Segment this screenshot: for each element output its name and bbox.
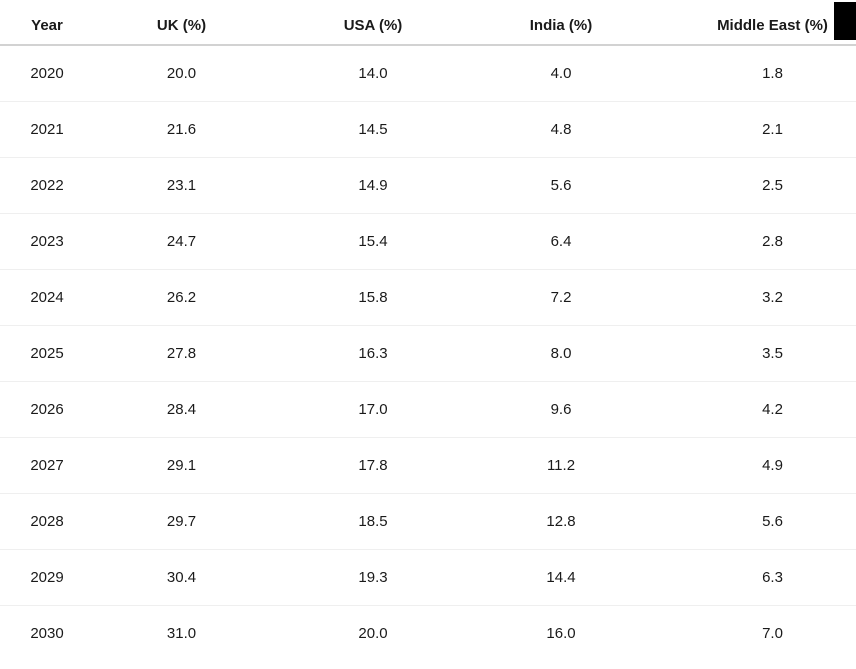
uk-cell: 29.7 xyxy=(94,493,269,550)
middle-east-cell: 4.2 xyxy=(645,381,856,438)
india-cell: 4.8 xyxy=(477,101,645,158)
uk-cell: 21.6 xyxy=(94,101,269,158)
table-row: 2028 29.7 18.5 12.8 5.6 xyxy=(0,493,856,550)
usa-cell: 14.9 xyxy=(269,157,477,214)
top-right-black-box xyxy=(834,2,856,40)
year-cell: 2024 xyxy=(0,269,94,326)
middle-east-cell: 3.5 xyxy=(645,325,856,382)
uk-cell: 27.8 xyxy=(94,325,269,382)
india-cell: 4.0 xyxy=(477,45,645,102)
middle-east-cell: 2.5 xyxy=(645,157,856,214)
column-header-usa: USA (%) xyxy=(269,0,477,46)
uk-cell: 24.7 xyxy=(94,213,269,270)
table-header: Year UK (%) USA (%) India (%) Middle Eas… xyxy=(0,0,856,46)
middle-east-cell: 6.3 xyxy=(645,549,856,606)
middle-east-cell: 7.0 xyxy=(762,624,783,642)
table-row: 2025 27.8 16.3 8.0 3.5 xyxy=(0,325,856,382)
uk-cell: 28.4 xyxy=(94,381,269,438)
column-header-year: Year xyxy=(0,0,94,46)
uk-cell: 30.4 xyxy=(94,549,269,606)
usa-cell: 20.0 xyxy=(358,624,388,642)
table-row: 2026 28.4 17.0 9.6 4.2 xyxy=(0,381,856,438)
table-row: 2022 23.1 14.9 5.6 2.5 xyxy=(0,157,856,214)
india-cell: 8.0 xyxy=(477,325,645,382)
middle-east-cell: 2.1 xyxy=(645,101,856,158)
column-header-india: India (%) xyxy=(477,0,645,46)
usa-cell: 14.5 xyxy=(269,101,477,158)
middle-east-cell: 2.8 xyxy=(645,213,856,270)
column-header-middle-east: Middle East (%) xyxy=(645,0,856,46)
usa-cell: 17.0 xyxy=(269,381,477,438)
middle-east-cell: 1.8 xyxy=(645,45,856,102)
middle-east-cell: 5.6 xyxy=(645,493,856,550)
india-cell: 9.6 xyxy=(477,381,645,438)
middle-east-cell: 4.9 xyxy=(645,437,856,494)
table-row: 2030 31.0 20.0 16.0 7.0 xyxy=(0,605,856,661)
uk-cell: 29.1 xyxy=(94,437,269,494)
table-row: 2027 29.1 17.8 11.2 4.9 xyxy=(0,437,856,494)
india-cell: 14.4 xyxy=(477,549,645,606)
india-cell: 16.0 xyxy=(546,624,576,642)
year-cell: 2029 xyxy=(0,549,94,606)
usa-cell: 15.8 xyxy=(269,269,477,326)
header-row: Year UK (%) USA (%) India (%) Middle Eas… xyxy=(0,0,856,46)
india-cell: 6.4 xyxy=(477,213,645,270)
middle-east-cell: 3.2 xyxy=(645,269,856,326)
india-cell: 11.2 xyxy=(477,437,645,494)
table-row: 2029 30.4 19.3 14.4 6.3 xyxy=(0,549,856,606)
india-cell: 12.8 xyxy=(477,493,645,550)
year-cell: 2025 xyxy=(0,325,94,382)
india-cell: 5.6 xyxy=(477,157,645,214)
uk-cell: 20.0 xyxy=(94,45,269,102)
year-cell: 2020 xyxy=(0,45,94,102)
table-row: 2023 24.7 15.4 6.4 2.8 xyxy=(0,213,856,270)
uk-cell: 23.1 xyxy=(94,157,269,214)
usa-cell: 15.4 xyxy=(269,213,477,270)
usa-cell: 17.8 xyxy=(269,437,477,494)
table-row: 2024 26.2 15.8 7.2 3.2 xyxy=(0,269,856,326)
column-header-uk: UK (%) xyxy=(94,0,269,46)
table-row: 2021 21.6 14.5 4.8 2.1 xyxy=(0,101,856,158)
year-cell: 2028 xyxy=(0,493,94,550)
year-cell: 2021 xyxy=(0,101,94,158)
year-cell: 2030 xyxy=(30,624,64,642)
year-cell: 2023 xyxy=(0,213,94,270)
usa-cell: 16.3 xyxy=(269,325,477,382)
year-cell: 2022 xyxy=(0,157,94,214)
uk-cell: 31.0 xyxy=(166,624,197,642)
usa-cell: 18.5 xyxy=(269,493,477,550)
india-cell: 7.2 xyxy=(477,269,645,326)
usa-cell: 19.3 xyxy=(269,549,477,606)
year-cell: 2026 xyxy=(0,381,94,438)
year-cell: 2027 xyxy=(0,437,94,494)
usa-cell: 14.0 xyxy=(269,45,477,102)
uk-cell: 26.2 xyxy=(94,269,269,326)
table-row: 2020 20.0 14.0 4.0 1.8 xyxy=(0,45,856,102)
table-body: 2020 20.0 14.0 4.0 1.8 2021 21.6 14.5 4.8 2.1 2022… xyxy=(0,45,856,661)
